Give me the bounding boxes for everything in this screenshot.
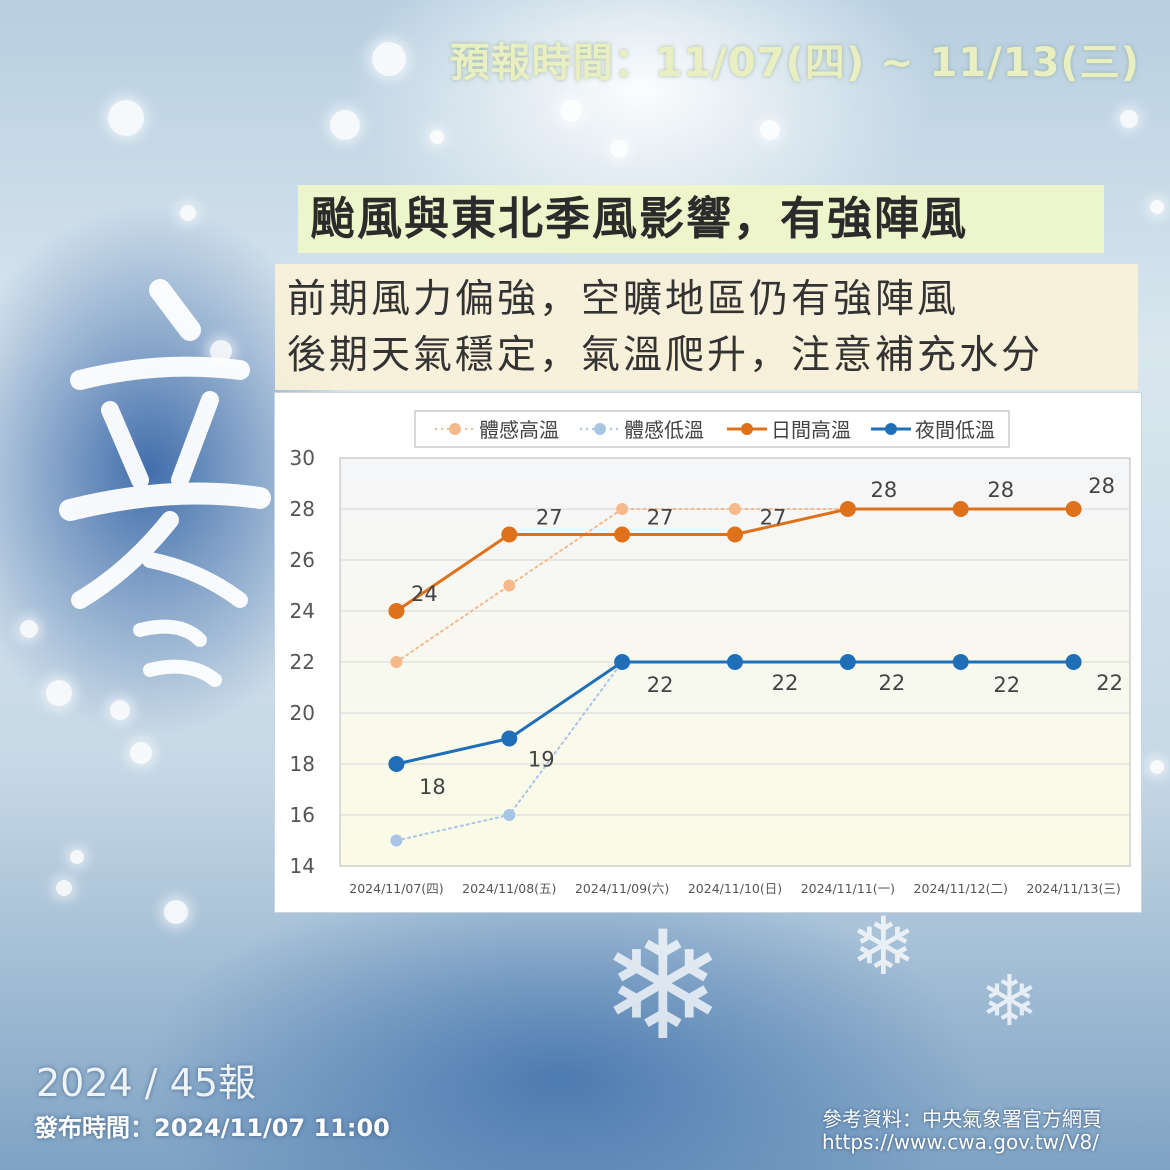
- legend-label: 日間高溫: [771, 418, 851, 442]
- data-point: [614, 526, 631, 543]
- issue-number: 2024 / 45報: [36, 1061, 257, 1105]
- snow-bokeh: [108, 100, 144, 136]
- data-label: 28: [987, 478, 1014, 502]
- x-tick-label: 2024/11/07(四): [349, 881, 443, 896]
- description-line: 後期天氣穩定，氣溫爬升，注意補充水分: [287, 333, 1044, 378]
- snow-bokeh: [560, 100, 582, 122]
- x-tick-label: 2024/11/08(五): [462, 881, 556, 896]
- data-point: [727, 526, 743, 543]
- data-point: [1065, 654, 1082, 670]
- snow-bokeh: [46, 680, 72, 706]
- data-point: [729, 503, 741, 515]
- legend-marker: [741, 423, 753, 435]
- snow-bokeh: [610, 140, 628, 158]
- legend-label: 體感高溫: [479, 418, 559, 442]
- x-tick-label: 2024/11/10(日): [688, 881, 782, 896]
- snow-bokeh: [56, 880, 72, 896]
- legend-label: 體感低溫: [624, 418, 704, 442]
- x-tick-label: 2024/11/12(二): [914, 881, 1008, 896]
- snow-bokeh: [210, 340, 232, 362]
- y-tick-label: 22: [290, 650, 315, 674]
- snow-bokeh: [1150, 200, 1164, 214]
- data-label: 18: [419, 775, 446, 799]
- data-label: 28: [870, 478, 897, 502]
- snow-bokeh: [372, 42, 406, 76]
- description-line: 前期風力偏強，空曠地區仍有強陣風: [287, 277, 960, 322]
- data-label: 22: [993, 673, 1020, 697]
- data-point: [390, 834, 403, 847]
- snowflake-icon: ❄: [980, 960, 1039, 1042]
- y-tick-label: 14: [290, 854, 315, 878]
- y-tick-label: 30: [290, 446, 315, 470]
- temperature-chart-panel: 14 16 18 20 22 24 26 28 30 2024/11/07(四) 2024/11/…: [274, 392, 1142, 913]
- data-point: [839, 501, 856, 517]
- data-label: 22: [647, 673, 674, 697]
- snowflake-icon: ❄: [850, 900, 918, 993]
- data-label: 27: [760, 506, 787, 530]
- legend-label: 夜間低溫: [915, 418, 995, 442]
- data-label: 19: [528, 748, 555, 772]
- data-point: [501, 730, 518, 747]
- data-point: [614, 654, 631, 670]
- snow-bokeh: [430, 130, 444, 144]
- data-label: 22: [878, 671, 905, 695]
- data-label: 22: [1096, 671, 1123, 695]
- snowflake-icon: ❄: [600, 900, 726, 1074]
- publish-time: 發布時間：2024/11/07 11:00: [34, 1114, 390, 1142]
- snow-bokeh: [130, 742, 152, 764]
- snow-bokeh: [1120, 110, 1138, 128]
- legend-marker: [885, 423, 897, 435]
- data-point: [503, 579, 516, 592]
- snow-bokeh: [110, 700, 130, 720]
- data-point: [839, 654, 856, 670]
- data-label: 27: [536, 506, 563, 530]
- legend-marker: [594, 423, 606, 435]
- x-tick-label: 2024/11/11(一): [801, 881, 895, 896]
- temperature-line-chart: 14 16 18 20 22 24 26 28 30 2024/11/07(四) 2024/11/…: [290, 410, 1131, 896]
- snow-bokeh: [70, 850, 84, 864]
- legend-marker: [449, 423, 461, 435]
- snow-bokeh: [330, 110, 360, 140]
- headline-banner: 颱風與東北季風影響，有強陣風: [298, 185, 1104, 253]
- data-point: [952, 501, 969, 517]
- snow-bokeh: [180, 205, 196, 221]
- snow-bokeh: [1150, 760, 1164, 774]
- snow-bokeh: [20, 620, 38, 638]
- x-tick-label: 2024/11/09(六): [575, 881, 669, 896]
- data-label: 22: [772, 671, 799, 695]
- data-label: 28: [1088, 474, 1115, 498]
- y-tick-label: 28: [290, 497, 315, 521]
- forecast-description: 前期風力偏強，空曠地區仍有強陣風 後期天氣穩定，氣溫爬升，注意補充水分: [275, 264, 1138, 390]
- data-point: [1065, 501, 1082, 517]
- x-tick-label: 2024/11/13(三): [1026, 881, 1120, 896]
- data-point: [388, 603, 405, 619]
- data-point: [501, 526, 518, 543]
- snow-bokeh: [760, 120, 780, 140]
- y-tick-label: 24: [290, 599, 315, 623]
- data-point: [952, 654, 969, 670]
- data-point: [727, 654, 743, 670]
- snow-bokeh: [164, 900, 188, 924]
- data-point: [390, 656, 403, 668]
- y-tick-label: 18: [290, 752, 315, 776]
- data-label: 24: [411, 582, 438, 606]
- y-tick-label: 16: [290, 803, 315, 827]
- forecast-period: 預報時間：11/07(四) ~ 11/13(三): [449, 40, 1140, 86]
- data-point: [388, 756, 405, 772]
- lidong-calligraphy-logo: [59, 279, 271, 687]
- data-point: [616, 503, 629, 515]
- data-label: 27: [647, 506, 674, 530]
- reference-url[interactable]: https://www.cwa.gov.tw/V8/: [822, 1130, 1099, 1154]
- y-tick-label: 20: [290, 701, 315, 725]
- y-tick-label: 26: [290, 548, 315, 572]
- reference-label: 參考資料：中央氣象署官方網頁: [822, 1107, 1102, 1131]
- data-point: [503, 809, 516, 821]
